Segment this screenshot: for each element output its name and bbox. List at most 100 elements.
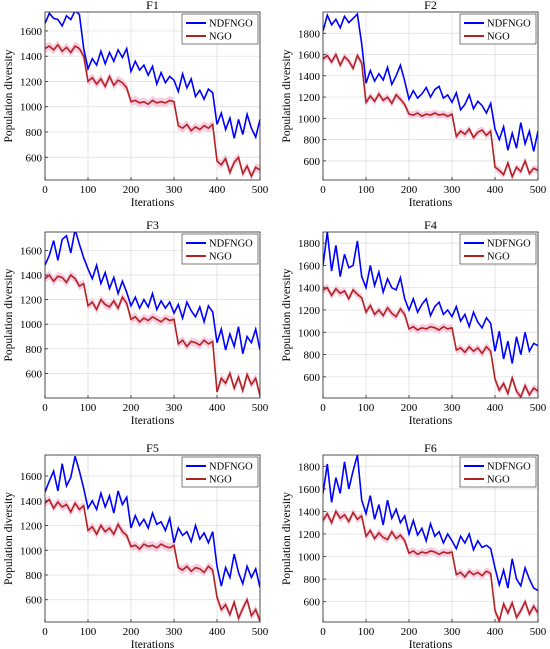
y-tick-label: 800 — [26, 570, 43, 582]
chart-panel: 0 100 200 300 400 500 600 800 1000 1200 1400 1600 18… — [281, 218, 547, 427]
legend-label-ngo: NGO — [487, 475, 510, 486]
plot-content — [45, 455, 260, 622]
series-line-ngo — [323, 286, 538, 398]
y-tick-label: 1000 — [298, 552, 321, 564]
x-tick-label: 0 — [320, 402, 326, 414]
legend-box — [459, 13, 537, 45]
y-tick-label: 1000 — [298, 113, 321, 125]
plot-content — [323, 12, 538, 180]
y-axis-label: Population diversity — [3, 492, 15, 585]
chart-title: F3 — [146, 218, 159, 232]
y-tick-label: 800 — [304, 350, 321, 362]
y-tick-label: 600 — [26, 368, 43, 380]
x-tick-label: 100 — [358, 402, 375, 414]
x-tick-label: 400 — [209, 402, 226, 414]
axes-box — [322, 231, 539, 399]
axes-box — [44, 231, 261, 399]
x-tick-label: 100 — [358, 184, 375, 196]
y-tick-label: 1200 — [20, 521, 43, 533]
axes-box — [322, 454, 539, 623]
chart-title: F1 — [146, 0, 159, 12]
y-tick-label: 1600 — [298, 484, 321, 496]
y-tick-label: 1800 — [298, 461, 321, 473]
legend: NDFNGO NGO — [181, 456, 259, 488]
legend-label-ndfngo: NDFNGO — [209, 462, 253, 473]
series-line-ndfngo — [45, 232, 260, 354]
chart-title: F2 — [424, 0, 437, 12]
plot-content — [45, 232, 260, 398]
legend-box — [181, 456, 259, 488]
series-line-ngo — [45, 43, 260, 179]
x-tick-label: 500 — [530, 402, 547, 414]
y-tick-label: 1200 — [298, 529, 321, 541]
x-tick-label: 300 — [166, 402, 183, 414]
y-tick-label: 1000 — [20, 545, 43, 557]
x-tick-label: 200 — [123, 402, 140, 414]
y-tick-label: 1400 — [298, 71, 321, 83]
x-tick-label: 300 — [166, 626, 183, 638]
series-line-ndfngo — [45, 455, 260, 588]
y-axis-label: Population diversity — [281, 268, 293, 361]
x-tick-label: 0 — [42, 402, 48, 414]
legend-box — [459, 456, 537, 488]
chart-panel: 0 100 200 300 400 500 600 800 1000 1200 1400 1600 F3… — [3, 218, 269, 427]
series-line-ngo — [45, 498, 260, 622]
x-tick-label: 200 — [401, 402, 418, 414]
y-tick-label: 1000 — [20, 102, 43, 114]
legend-label-ndfngo: NDFNGO — [209, 19, 253, 30]
x-tick-label: 0 — [320, 184, 326, 196]
x-tick-label: 300 — [166, 184, 183, 196]
legend-label-ndfngo: NDFNGO — [487, 19, 531, 30]
legend-label-ngo: NGO — [209, 32, 232, 43]
y-axis-label: Population diversity — [3, 49, 15, 142]
legend: NDFNGO NGO — [181, 13, 259, 45]
axes-box — [322, 11, 539, 181]
chart-panel: 0 100 200 300 400 500 600 800 1000 1200 1400 1600 18… — [281, 441, 547, 649]
axes-box — [44, 454, 261, 623]
y-tick-label: 1400 — [298, 283, 321, 295]
legend-label-ngo: NGO — [487, 32, 510, 43]
legend-label-ngo: NGO — [209, 252, 232, 263]
x-tick-label: 100 — [358, 626, 375, 638]
y-tick-label: 1200 — [20, 76, 43, 88]
y-tick-label: 600 — [26, 595, 43, 607]
x-axis-label: Iterations — [409, 639, 453, 649]
chart-panel: 0 100 200 300 400 500 600 800 1000 1200 1400 1600 F5… — [3, 441, 269, 649]
x-tick-label: 0 — [42, 184, 48, 196]
legend-label-ndfngo: NDFNGO — [487, 462, 531, 473]
y-tick-label: 800 — [26, 127, 43, 139]
x-axis-label: Iterations — [409, 197, 453, 209]
y-tick-label: 1400 — [20, 51, 43, 63]
legend-box — [181, 233, 259, 265]
chart-title: F4 — [424, 218, 437, 232]
series-line-ngo — [323, 52, 538, 180]
y-tick-label: 1400 — [298, 506, 321, 518]
legend: NDFNGO NGO — [459, 456, 537, 488]
chart-title: F6 — [424, 441, 437, 455]
x-tick-label: 500 — [530, 184, 547, 196]
legend-label-ngo: NGO — [209, 475, 232, 486]
y-axis-label: Population diversity — [281, 492, 293, 585]
y-tick-label: 1400 — [20, 496, 43, 508]
x-tick-label: 200 — [401, 184, 418, 196]
ngo-band — [45, 495, 260, 622]
legend-label-ndfngo: NDFNGO — [487, 239, 531, 250]
ngo-band — [45, 270, 260, 398]
y-tick-label: 800 — [26, 344, 43, 356]
plot-content — [45, 12, 260, 180]
x-tick-label: 300 — [444, 626, 461, 638]
y-tick-label: 1400 — [20, 270, 43, 282]
legend-label-ndfngo: NDFNGO — [209, 239, 253, 250]
x-tick-label: 100 — [80, 184, 97, 196]
x-tick-label: 500 — [252, 184, 269, 196]
x-axis-label: Iterations — [131, 197, 175, 209]
y-tick-label: 1800 — [298, 28, 321, 40]
x-tick-label: 100 — [80, 402, 97, 414]
x-tick-label: 100 — [80, 626, 97, 638]
x-tick-label: 300 — [444, 402, 461, 414]
series-line-ndfngo — [45, 12, 260, 140]
axes-box — [44, 11, 261, 181]
y-tick-label: 800 — [304, 135, 321, 147]
x-axis-label: Iterations — [409, 415, 453, 427]
y-tick-label: 1200 — [298, 92, 321, 104]
